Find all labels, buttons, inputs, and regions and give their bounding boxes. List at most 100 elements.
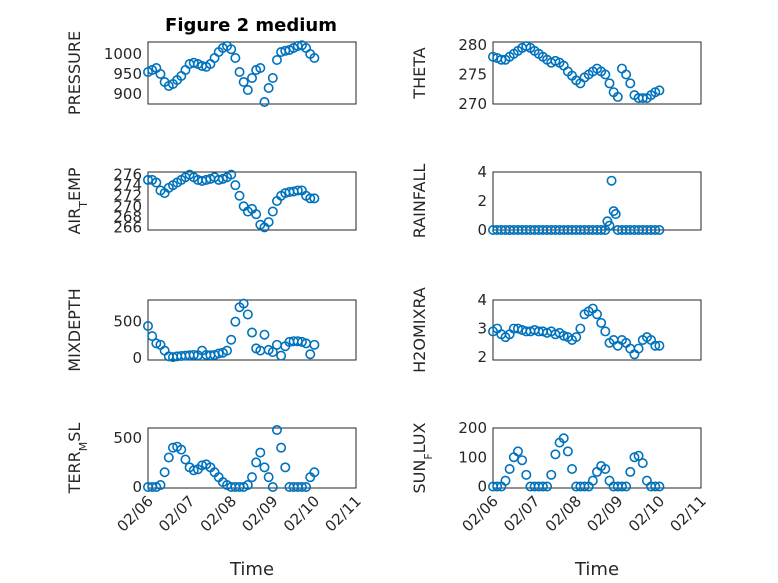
data-point — [621, 69, 632, 80]
data-point — [542, 481, 553, 492]
y-tick-label: 274 — [113, 176, 142, 194]
y-tick-label: 0 — [132, 478, 142, 496]
data-point — [650, 225, 661, 236]
x-tick-label: 02/11 — [667, 492, 710, 535]
y-tick-label: 276 — [113, 166, 142, 184]
y-axis-label: H2OMIXRA — [410, 287, 429, 373]
y-tick-label: 950 — [113, 65, 142, 83]
data-point — [226, 334, 237, 345]
y-tick-label: 270 — [458, 95, 487, 113]
data-point — [247, 73, 258, 84]
data-point — [222, 345, 233, 356]
data-point — [226, 44, 237, 55]
series-markers — [487, 303, 665, 360]
x-tick-label: 02/08 — [542, 492, 585, 535]
y-tick-label: 0 — [477, 221, 487, 239]
data-point — [255, 62, 266, 73]
x-tick-label: 02/06 — [114, 492, 157, 535]
data-point — [600, 69, 611, 80]
data-point — [596, 317, 607, 328]
x-tick-label: 02/09 — [238, 492, 281, 535]
data-point — [625, 466, 636, 477]
data-point — [596, 225, 607, 236]
data-point — [600, 326, 611, 337]
data-point — [537, 481, 548, 492]
data-point — [500, 475, 511, 486]
y-axis-label: PRESSURE — [65, 31, 84, 115]
data-point — [309, 467, 320, 478]
data-point — [247, 472, 258, 483]
data-point — [587, 475, 598, 486]
data-point — [188, 349, 199, 360]
series-markers — [487, 41, 665, 104]
data-point — [276, 350, 287, 361]
data-point — [591, 309, 602, 320]
data-point — [263, 217, 274, 228]
data-point — [155, 69, 166, 80]
data-point — [633, 343, 644, 354]
data-point — [600, 463, 611, 474]
data-point — [267, 206, 278, 217]
data-point — [654, 481, 665, 492]
y-axis-label: TERRMSL — [65, 423, 90, 495]
data-point — [151, 177, 162, 188]
data-point — [579, 481, 590, 492]
y-tick-label: 3 — [477, 320, 487, 338]
data-point — [163, 452, 174, 463]
data-point — [487, 51, 498, 62]
data-point — [242, 480, 253, 491]
y-axis-label: RAINFALL — [410, 164, 429, 239]
subplot-pressure: 900 950 1000 PRESSURE — [65, 31, 357, 115]
y-tick-label: 268 — [113, 208, 142, 226]
data-point — [504, 463, 515, 474]
series-markers — [143, 298, 320, 363]
data-point — [610, 209, 621, 220]
data-point — [612, 91, 623, 102]
data-point — [558, 433, 569, 444]
data-point — [271, 424, 282, 435]
y-tick-label: 500 — [113, 313, 142, 331]
data-point — [309, 193, 320, 204]
data-point — [176, 444, 187, 455]
data-point — [606, 175, 617, 186]
data-point — [292, 185, 303, 196]
subplot-rainfall: 0 2 4 RAINFALL — [410, 163, 702, 239]
y-axis-label: MIXDEPTH — [65, 288, 84, 371]
data-point — [654, 85, 665, 96]
data-point — [230, 180, 241, 191]
data-point — [247, 327, 258, 338]
x-tick-label: 02/07 — [155, 492, 198, 535]
y-tick-label: 4 — [477, 291, 487, 309]
y-tick-label: 4 — [477, 163, 487, 181]
data-point — [238, 298, 249, 309]
data-point — [637, 458, 648, 469]
data-point — [637, 93, 648, 104]
data-point — [155, 480, 166, 491]
y-tick-label: 266 — [113, 218, 142, 236]
data-point — [263, 83, 274, 94]
subplot-terr-msl: 0 500 TERRMSL 02/0602/0702/0802/0902/1002/1… — [65, 423, 365, 580]
data-point — [251, 457, 262, 468]
data-point — [234, 67, 245, 78]
y-tick-label: 0 — [132, 349, 142, 367]
data-point — [259, 97, 270, 108]
series-markers — [487, 433, 665, 492]
x-axis-label: Time — [229, 559, 274, 580]
y-tick-label: 275 — [458, 65, 487, 83]
x-tick-label: 02/11 — [322, 492, 365, 535]
data-point — [496, 54, 507, 65]
x-axis-label: Time — [574, 559, 619, 580]
series-markers — [143, 169, 320, 233]
data-point — [650, 481, 661, 492]
y-tick-label: 272 — [113, 187, 142, 205]
data-point — [296, 482, 307, 493]
data-point — [650, 340, 661, 351]
x-tick-label: 02/06 — [459, 492, 502, 535]
y-tick-label: 280 — [458, 36, 487, 54]
subplot-mixdepth: 0 500 MIXDEPTH — [65, 288, 357, 372]
data-point — [633, 450, 644, 461]
data-point — [276, 442, 287, 453]
data-point — [309, 339, 320, 350]
